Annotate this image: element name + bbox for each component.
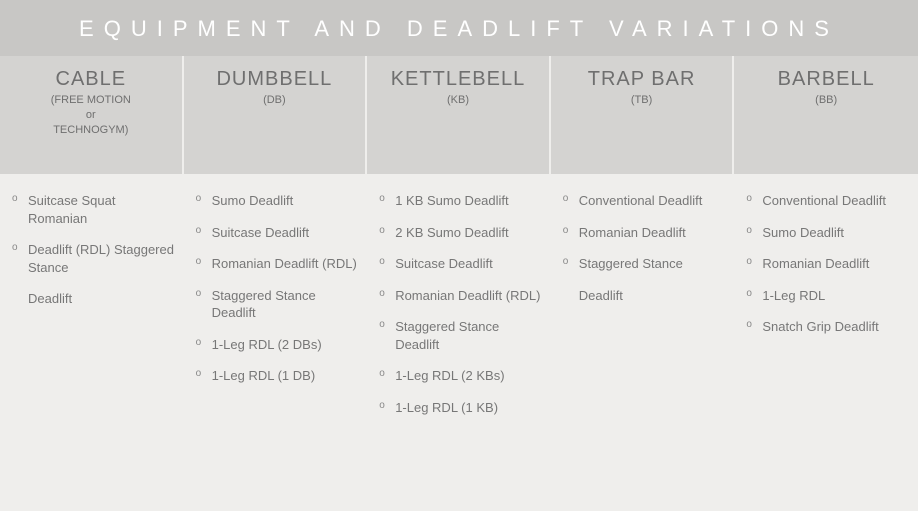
column-title: DUMBBELL xyxy=(184,68,366,91)
item-list: Conventional Deadlift Romanian Deadlift … xyxy=(563,192,727,304)
list-item: Romanian Deadlift (RDL) xyxy=(379,287,543,305)
column-title: BARBELL xyxy=(734,68,918,91)
column-body: Suitcase Squat Romanian Deadlift (RDL) S… xyxy=(0,174,184,332)
list-item: Staggered Stance Deadlift xyxy=(196,287,360,322)
column-kettlebell: KETTLEBELL (KB) 1 KB Sumo Deadlift 2 KB … xyxy=(367,56,551,440)
list-item: Romanian Deadlift xyxy=(563,224,727,242)
column-title: CABLE xyxy=(0,68,182,91)
column-title: KETTLEBELL xyxy=(367,68,549,91)
column-body: Conventional Deadlift Sumo Deadlift Roma… xyxy=(734,174,918,360)
list-item: Conventional Deadlift xyxy=(746,192,910,210)
column-header: KETTLEBELL (KB) xyxy=(367,56,551,174)
list-item: Staggered Stance Deadlift xyxy=(379,318,543,353)
list-item: Suitcase Deadlift xyxy=(379,255,543,273)
column-body: 1 KB Sumo Deadlift 2 KB Sumo Deadlift Su… xyxy=(367,174,551,440)
page-title: EQUIPMENT AND DEADLIFT VARIATIONS xyxy=(0,0,918,56)
list-item: 1-Leg RDL (1 DB) xyxy=(196,367,360,385)
column-subtitle: (FREE MOTION or TECHNOGYM) xyxy=(0,93,182,138)
column-header: TRAP BAR (TB) xyxy=(551,56,735,174)
column-subtitle: (DB) xyxy=(184,93,366,108)
column-header: CABLE (FREE MOTION or TECHNOGYM) xyxy=(0,56,184,174)
column-subtitle: (KB) xyxy=(367,93,549,108)
list-item: Romanian Deadlift (RDL) xyxy=(196,255,360,273)
column-cable: CABLE (FREE MOTION or TECHNOGYM) Suitcas… xyxy=(0,56,184,440)
list-item: 1-Leg RDL xyxy=(746,287,910,305)
list-item: Deadlift xyxy=(12,290,176,308)
column-body: Conventional Deadlift Romanian Deadlift … xyxy=(551,174,735,328)
column-trapbar: TRAP BAR (TB) Conventional Deadlift Roma… xyxy=(551,56,735,440)
list-item: Sumo Deadlift xyxy=(746,224,910,242)
column-dumbbell: DUMBBELL (DB) Sumo Deadlift Suitcase Dea… xyxy=(184,56,368,440)
column-subtitle: (TB) xyxy=(551,93,733,108)
item-list: Suitcase Squat Romanian Deadlift (RDL) S… xyxy=(12,192,176,308)
list-item: 1-Leg RDL (1 KB) xyxy=(379,399,543,417)
list-item: Conventional Deadlift xyxy=(563,192,727,210)
list-item: Deadlift xyxy=(563,287,727,305)
item-list: Sumo Deadlift Suitcase Deadlift Romanian… xyxy=(196,192,360,385)
list-item: Sumo Deadlift xyxy=(196,192,360,210)
column-header: BARBELL (BB) xyxy=(734,56,918,174)
columns-container: CABLE (FREE MOTION or TECHNOGYM) Suitcas… xyxy=(0,56,918,440)
list-item: Romanian Deadlift xyxy=(746,255,910,273)
list-item: 2 KB Sumo Deadlift xyxy=(379,224,543,242)
list-item: 1 KB Sumo Deadlift xyxy=(379,192,543,210)
list-item: 1-Leg RDL (2 DBs) xyxy=(196,336,360,354)
list-item: Staggered Stance xyxy=(563,255,727,273)
item-list: 1 KB Sumo Deadlift 2 KB Sumo Deadlift Su… xyxy=(379,192,543,416)
column-subtitle: (BB) xyxy=(734,93,918,108)
list-item: 1-Leg RDL (2 KBs) xyxy=(379,367,543,385)
column-title: TRAP BAR xyxy=(551,68,733,91)
item-list: Conventional Deadlift Sumo Deadlift Roma… xyxy=(746,192,910,336)
column-header: DUMBBELL (DB) xyxy=(184,56,368,174)
list-item: Snatch Grip Deadlift xyxy=(746,318,910,336)
list-item: Deadlift (RDL) Staggered Stance xyxy=(12,241,176,276)
column-barbell: BARBELL (BB) Conventional Deadlift Sumo … xyxy=(734,56,918,440)
list-item: Suitcase Squat Romanian xyxy=(12,192,176,227)
column-body: Sumo Deadlift Suitcase Deadlift Romanian… xyxy=(184,174,368,409)
list-item: Suitcase Deadlift xyxy=(196,224,360,242)
